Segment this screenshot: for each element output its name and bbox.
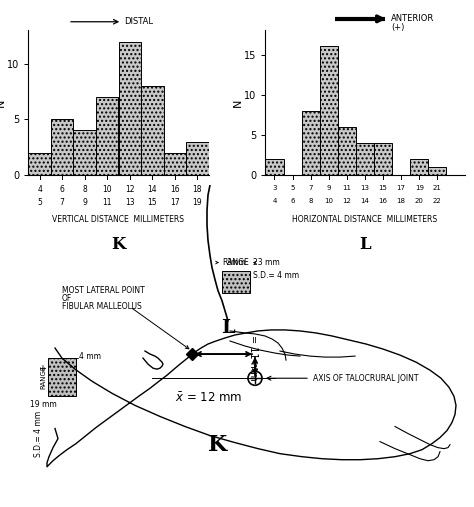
Text: 6: 6 [60, 185, 64, 194]
Bar [118, 42, 141, 175]
Bar [320, 47, 338, 175]
Text: $\bar{x}$ = 12 mm: $\bar{x}$ = 12 mm [175, 391, 242, 405]
Text: 6: 6 [291, 198, 295, 204]
Text: 18: 18 [397, 198, 406, 204]
Bar [28, 153, 51, 175]
Text: L: L [221, 319, 235, 337]
Bar [48, 358, 76, 396]
Text: RANGE: RANGE [40, 365, 46, 389]
Text: = 11 mm: = 11 mm [248, 335, 258, 381]
Bar [222, 271, 250, 293]
Bar [356, 143, 374, 175]
Text: MOST LATERAL POINT: MOST LATERAL POINT [62, 286, 145, 295]
Text: 8: 8 [82, 185, 87, 194]
Text: 12: 12 [125, 185, 135, 194]
Text: 12: 12 [342, 198, 351, 204]
Text: 13: 13 [125, 198, 135, 207]
Bar [73, 130, 96, 175]
Text: 21: 21 [433, 185, 442, 191]
Text: 5: 5 [37, 198, 42, 207]
Text: OF: OF [62, 294, 72, 303]
Bar [186, 141, 209, 175]
Text: RANGE: RANGE [223, 258, 249, 267]
Text: 14: 14 [361, 198, 369, 204]
Bar [265, 159, 283, 175]
Text: S.D.= 4 mm: S.D.= 4 mm [253, 271, 299, 280]
Text: 18: 18 [192, 185, 202, 194]
Text: +: + [38, 364, 46, 374]
Y-axis label: N: N [0, 98, 6, 107]
Y-axis label: N: N [233, 98, 243, 107]
Text: 14: 14 [147, 185, 157, 194]
Text: 15: 15 [147, 198, 157, 207]
Text: 4: 4 [272, 198, 277, 204]
Text: 15: 15 [379, 185, 388, 191]
Text: 17: 17 [170, 198, 180, 207]
Bar [164, 153, 186, 175]
Text: 16: 16 [379, 198, 388, 204]
Text: 10: 10 [102, 185, 112, 194]
Text: 16: 16 [170, 185, 180, 194]
Text: 4: 4 [37, 185, 42, 194]
Text: (+): (+) [391, 23, 404, 32]
Text: FIBULAR MALLEOLUS: FIBULAR MALLEOLUS [62, 302, 142, 311]
Text: 3: 3 [272, 185, 277, 191]
Bar [428, 167, 447, 175]
Text: 7: 7 [60, 198, 64, 207]
Text: 10: 10 [324, 198, 333, 204]
Text: 22: 22 [433, 198, 442, 204]
Text: S.D.= 4 mm: S.D.= 4 mm [34, 411, 43, 456]
Text: L: L [359, 236, 371, 252]
Text: 11: 11 [102, 198, 112, 207]
Text: 17: 17 [397, 185, 406, 191]
Text: K: K [209, 433, 228, 456]
Text: 9: 9 [82, 198, 87, 207]
Bar [301, 111, 320, 175]
Text: AXIS OF TALOCRURAL JOINT: AXIS OF TALOCRURAL JOINT [313, 374, 419, 383]
Text: 23 mm: 23 mm [253, 258, 280, 267]
Text: 13: 13 [361, 185, 369, 191]
Bar [374, 143, 392, 175]
Text: 20: 20 [415, 198, 424, 204]
Bar [51, 119, 73, 175]
Bar [338, 127, 356, 175]
Text: DISTAL: DISTAL [124, 17, 153, 26]
Text: ANTERIOR: ANTERIOR [391, 14, 434, 23]
Bar [96, 97, 118, 175]
Text: 9: 9 [327, 185, 331, 191]
Text: 11: 11 [342, 185, 351, 191]
Text: 19 mm: 19 mm [30, 401, 57, 409]
Text: 5: 5 [291, 185, 295, 191]
Text: 8: 8 [309, 198, 313, 204]
Text: K: K [111, 236, 126, 252]
Text: 19: 19 [192, 198, 202, 207]
Text: 3mm: 3mm [226, 258, 246, 267]
Text: 19: 19 [415, 185, 424, 191]
Text: 4 mm: 4 mm [79, 351, 101, 360]
Text: VERTICAL DISTANCE  MILLIMETERS: VERTICAL DISTANCE MILLIMETERS [53, 215, 184, 225]
Text: HORIZONTAL DISTANCE  MILLIMETERS: HORIZONTAL DISTANCE MILLIMETERS [292, 215, 438, 225]
Bar [410, 159, 428, 175]
Text: 7: 7 [309, 185, 313, 191]
Bar [141, 86, 164, 175]
